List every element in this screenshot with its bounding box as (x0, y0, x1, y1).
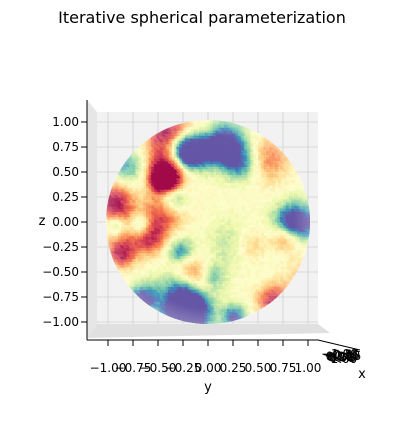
z-tick-label: −0.50 (42, 265, 79, 279)
z-tick-label: −1.00 (42, 315, 79, 329)
z-tick-label: −0.25 (42, 240, 79, 254)
x-tick-label: 1.00 (331, 352, 358, 366)
x-tick-label: −0.75 (322, 348, 359, 362)
x-axis-label: x (358, 367, 366, 382)
left-pane (87, 100, 97, 338)
y-tick-label: 0.25 (220, 361, 247, 375)
z-tick-label: 1.00 (52, 115, 79, 129)
y-axis-label: y (204, 380, 212, 395)
sphere-shade (106, 120, 310, 324)
tick-layer: −1.00−0.75−0.50−0.250.000.250.500.751.00… (42, 115, 361, 375)
floor-pane (87, 324, 330, 338)
z-tick-label: 0.25 (52, 190, 79, 204)
x-tick-label: −1.00 (321, 347, 358, 361)
z-tick-label: −0.75 (42, 290, 79, 304)
y-tick-label: 0.00 (195, 361, 222, 375)
y-tick-label: −0.75 (115, 361, 152, 375)
z-tick-label: 0.00 (52, 215, 79, 229)
x-tick-label: 0.25 (327, 350, 354, 364)
y-tick-label: 0.75 (270, 361, 297, 375)
y-tick-label: 1.00 (295, 361, 322, 375)
y-tick-label: −1.00 (90, 361, 127, 375)
x-tick-label: 0.00 (326, 349, 353, 363)
x-tick-label: −0.25 (325, 349, 362, 363)
chart-title: Iterative spherical parameterization (58, 8, 346, 27)
z-tick-label: 0.75 (52, 140, 79, 154)
x-axis-line (317, 339, 361, 351)
y-tick-label: −0.25 (165, 361, 202, 375)
x-tick-label: 0.75 (329, 351, 356, 365)
x-tick-label: −0.50 (323, 348, 360, 362)
y-tick-label: 0.50 (245, 361, 272, 375)
x-tick-label: 0.50 (328, 351, 355, 365)
z-tick-label: 0.50 (52, 165, 79, 179)
z-axis-label: z (39, 214, 46, 229)
y-tick-label: −0.50 (140, 361, 177, 375)
